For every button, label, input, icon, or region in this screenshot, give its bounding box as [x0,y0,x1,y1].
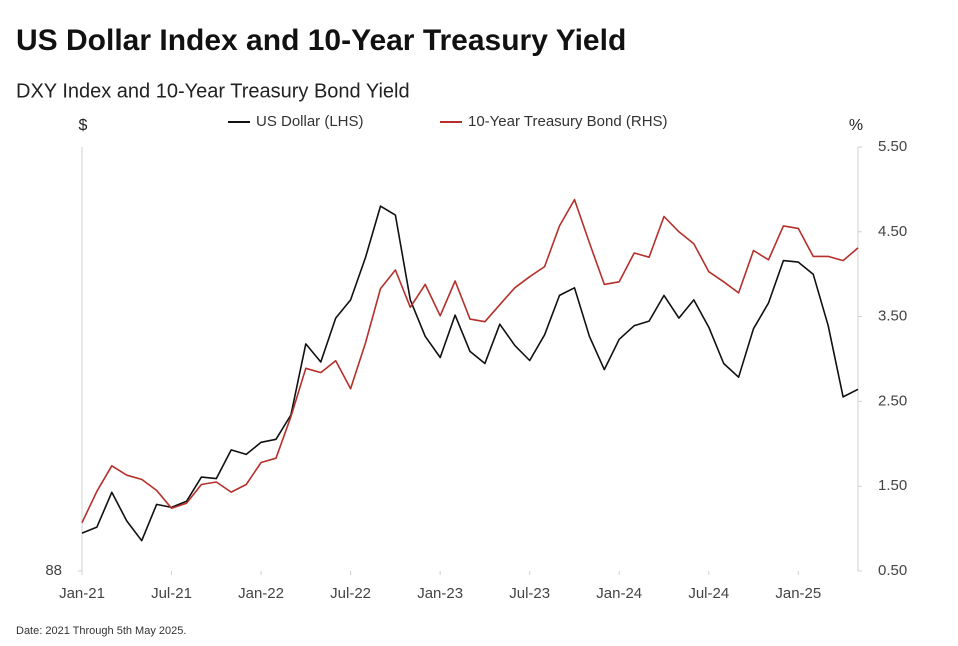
y2-tick-label: 4.50 [878,223,907,240]
y-axis-label: $ [79,117,88,134]
y2-tick-label: 0.50 [878,562,907,579]
y2-axis-label: % [849,117,863,134]
y2-tick-label: 2.50 [878,392,907,409]
x-tick-label: Jan-21 [59,585,105,602]
y2-tick-label: 5.50 [878,138,907,155]
legend-label: 10-Year Treasury Bond (RHS) [468,113,668,130]
y2-tick-label: 1.50 [878,477,907,494]
x-tick-label: Jan-22 [238,585,284,602]
chart-subtitle: DXY Index and 10-Year Treasury Bond Yiel… [16,80,410,102]
series-line [81,198,859,524]
chart-title: US Dollar Index and 10-Year Treasury Yie… [16,24,626,57]
footnote: Date: 2021 Through 5th May 2025. [16,625,186,637]
x-tick-label: Jul-24 [688,585,729,602]
x-tick-label: Jul-22 [330,585,371,602]
x-tick-label: Jul-23 [509,585,550,602]
x-tick-label: Jan-25 [775,585,821,602]
x-tick-label: Jan-24 [596,585,642,602]
legend-label: US Dollar (LHS) [256,113,364,130]
x-tick-label: Jan-23 [417,585,463,602]
y2-tick-label: 3.50 [878,308,907,325]
y-tick-label: 88 [45,562,62,579]
series-line [81,205,859,542]
x-tick-label: Jul-21 [151,585,192,602]
